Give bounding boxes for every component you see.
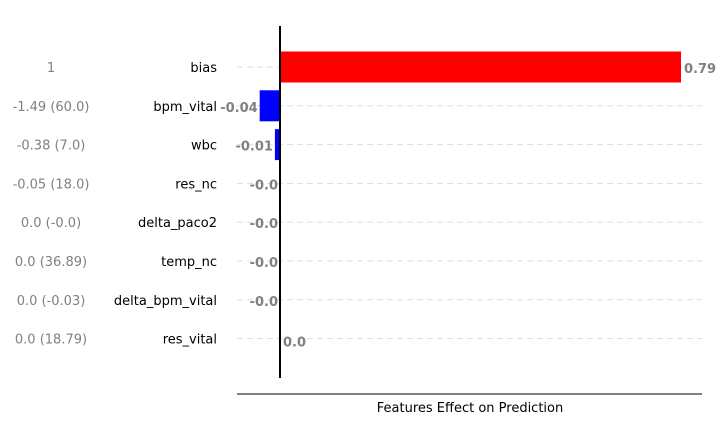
input-value-bias: 1 — [47, 61, 55, 76]
input-value-wbc: -0.38 (7.0) — [17, 139, 86, 154]
feature-label-bias: bias — [190, 61, 217, 76]
value-label-bpm_vital: -0.04 — [220, 101, 257, 116]
bar-wbc — [274, 129, 280, 161]
feature-label-delta_paco2: delta_paco2 — [138, 216, 217, 231]
bar-bpm_vital — [259, 90, 280, 122]
feature-label-wbc: wbc — [191, 139, 217, 154]
feature-label-temp_nc: temp_nc — [161, 255, 217, 270]
input-value-delta_paco2: 0.0 (-0.0) — [21, 216, 81, 231]
value-label-bias: 0.79 — [684, 62, 716, 77]
feature-label-res_vital: res_vital — [163, 333, 217, 348]
input-value-bpm_vital: -1.49 (60.0) — [13, 100, 90, 115]
value-label-res_vital: 0.0 — [283, 336, 306, 351]
feature-label-bpm_vital: bpm_vital — [153, 100, 217, 115]
input-value-res_vital: 0.0 (18.79) — [15, 333, 87, 348]
bar-bias — [280, 51, 681, 83]
feature-label-res_nc: res_nc — [175, 177, 217, 192]
input-value-res_nc: -0.05 (18.0) — [13, 177, 90, 192]
value-label-res_nc: -0.0 — [250, 178, 278, 193]
x-axis-label: Features Effect on Prediction — [377, 401, 563, 416]
value-label-delta_paco2: -0.0 — [250, 217, 278, 232]
value-label-temp_nc: -0.0 — [250, 256, 278, 271]
value-label-delta_bpm_vital: -0.0 — [250, 295, 278, 310]
labels: 1 bias 0.79 -1.49 (60.0) bpm_vital -0.04 -0.38… — [13, 61, 717, 351]
value-label-wbc: -0.01 — [235, 140, 272, 155]
input-value-delta_bpm_vital: 0.0 (-0.03) — [17, 294, 86, 309]
input-value-temp_nc: 0.0 (36.89) — [15, 255, 87, 270]
feature-label-delta_bpm_vital: delta_bpm_vital — [114, 294, 217, 309]
grid-lines — [237, 66, 702, 340]
bars — [259, 51, 681, 161]
